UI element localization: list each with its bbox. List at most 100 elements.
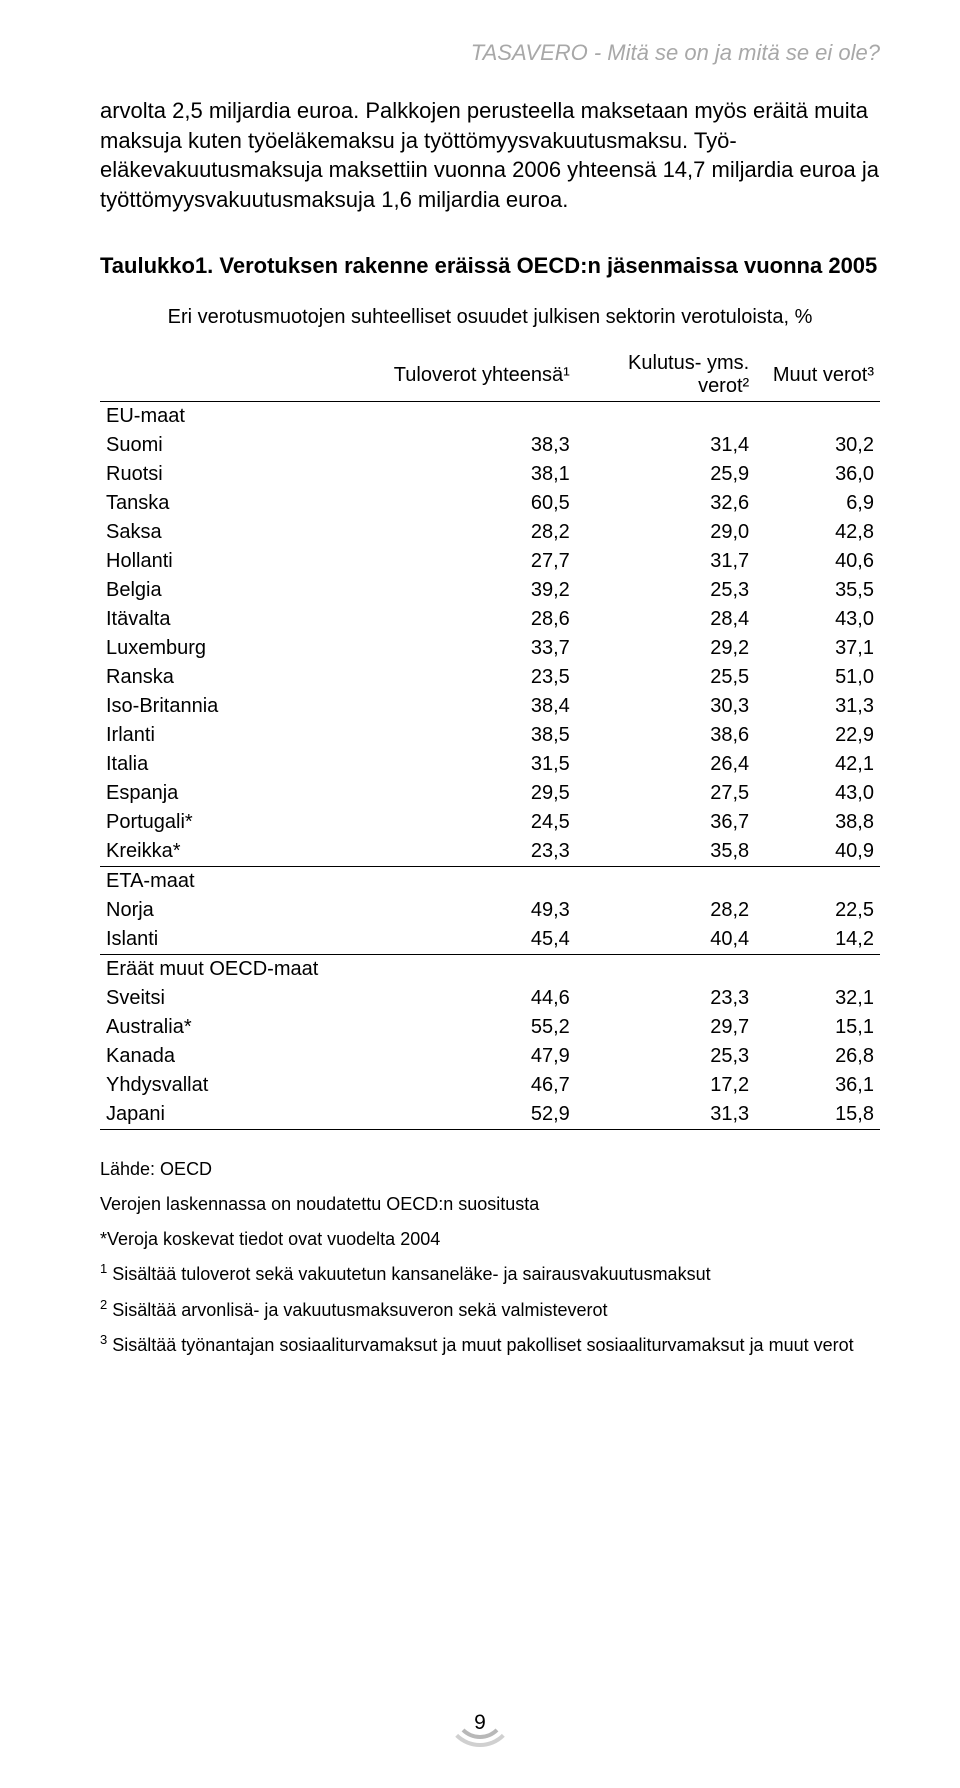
column-header: Kulutus- yms. verot² [576,349,755,402]
table-cell: Itävalta [100,605,373,634]
table-cell: 31,7 [576,547,755,576]
table-cell: 27,7 [373,547,576,576]
table-cell: Australia* [100,1013,373,1042]
table-cell: Sveitsi [100,984,373,1013]
table-row: Irlanti38,538,622,9 [100,721,880,750]
table-cell: Kreikka* [100,837,373,867]
table-cell: 17,2 [576,1071,755,1100]
table-cell: 27,5 [576,779,755,808]
table-row: Iso-Britannia38,430,331,3 [100,692,880,721]
group-name: ETA-maat [100,867,880,897]
table-row: Yhdysvallat46,717,236,1 [100,1071,880,1100]
table-cell: 28,6 [373,605,576,634]
table-cell: 26,8 [755,1042,880,1071]
table-row: Tanska60,532,66,9 [100,489,880,518]
table-row: Italia31,526,442,1 [100,750,880,779]
table-cell: 49,3 [373,896,576,925]
table-row: Hollanti27,731,740,6 [100,547,880,576]
table-row: Ruotsi38,125,936,0 [100,460,880,489]
table-cell: 38,6 [576,721,755,750]
table-cell: 38,4 [373,692,576,721]
table-cell: Saksa [100,518,373,547]
table-cell: 24,5 [373,808,576,837]
page-number-decoration: 9 [0,1705,960,1760]
table-row: Belgia39,225,335,5 [100,576,880,605]
table-cell: 23,5 [373,663,576,692]
table-cell: 33,7 [373,634,576,663]
table-cell: Hollanti [100,547,373,576]
table-cell: 45,4 [373,925,576,955]
column-header [100,349,373,402]
table-cell: 32,6 [576,489,755,518]
table-row: Norja49,328,222,5 [100,896,880,925]
intro-paragraph: arvolta 2,5 miljardia euroa. Palkkojen p… [100,96,880,215]
table-cell: 29,5 [373,779,576,808]
table-row: Ranska23,525,551,0 [100,663,880,692]
table-cell: Suomi [100,431,373,460]
table-header-row: Tuloverot yhteensä¹Kulutus- yms. verot²M… [100,349,880,402]
group-header-row: ETA-maat [100,867,880,897]
table-cell: 42,1 [755,750,880,779]
table-cell: 25,9 [576,460,755,489]
table-cell: 47,9 [373,1042,576,1071]
table-cell: 31,3 [755,692,880,721]
table-cell: 40,4 [576,925,755,955]
table-cell: 28,2 [373,518,576,547]
table-cell: 36,7 [576,808,755,837]
table-cell: 40,6 [755,547,880,576]
table-cell: 38,8 [755,808,880,837]
table-cell: Ranska [100,663,373,692]
table-cell: 23,3 [373,837,576,867]
table-row: Saksa28,229,042,8 [100,518,880,547]
table-cell: 55,2 [373,1013,576,1042]
table-row: Islanti45,440,414,2 [100,925,880,955]
table-cell: 32,1 [755,984,880,1013]
table-cell: 25,3 [576,576,755,605]
footnote-1: 1 Sisältää tuloverot sekä vakuutetun kan… [100,1258,880,1290]
table-cell: 23,3 [576,984,755,1013]
table-cell: 26,4 [576,750,755,779]
table-cell: 30,2 [755,431,880,460]
table-cell: Luxemburg [100,634,373,663]
table-cell: 25,5 [576,663,755,692]
table-cell: 29,7 [576,1013,755,1042]
table-cell: 42,8 [755,518,880,547]
table-cell: Portugali* [100,808,373,837]
table-cell: 44,6 [373,984,576,1013]
table-row: Luxemburg33,729,237,1 [100,634,880,663]
table-row: Kanada47,925,326,8 [100,1042,880,1071]
table-cell: Norja [100,896,373,925]
table-cell: 31,3 [576,1100,755,1130]
column-header: Tuloverot yhteensä¹ [373,349,576,402]
footnotes: Lähde: OECD Verojen laskennassa on nouda… [100,1154,880,1361]
footnote-source: Lähde: OECD [100,1154,880,1185]
table-cell: 37,1 [755,634,880,663]
table-cell: 38,1 [373,460,576,489]
page-number: 9 [445,1711,515,1735]
table-cell: 51,0 [755,663,880,692]
table-cell: Tanska [100,489,373,518]
table-cell: 38,5 [373,721,576,750]
table-cell: 22,9 [755,721,880,750]
column-header: Muut verot³ [755,349,880,402]
table-cell: 6,9 [755,489,880,518]
table-cell: Japani [100,1100,373,1130]
table-cell: 40,9 [755,837,880,867]
table-cell: Belgia [100,576,373,605]
table-cell: 28,4 [576,605,755,634]
table-cell: 31,4 [576,431,755,460]
table-cell: 52,9 [373,1100,576,1130]
table-cell: Iso-Britannia [100,692,373,721]
table-row: Portugali*24,536,738,8 [100,808,880,837]
table-cell: 39,2 [373,576,576,605]
table-cell: Ruotsi [100,460,373,489]
table-cell: 60,5 [373,489,576,518]
table-cell: 15,1 [755,1013,880,1042]
table-cell: Espanja [100,779,373,808]
table-cell: 29,0 [576,518,755,547]
table-cell: 29,2 [576,634,755,663]
table-cell: 25,3 [576,1042,755,1071]
table-cell: 36,0 [755,460,880,489]
table-cell: 35,5 [755,576,880,605]
table-cell: 46,7 [373,1071,576,1100]
